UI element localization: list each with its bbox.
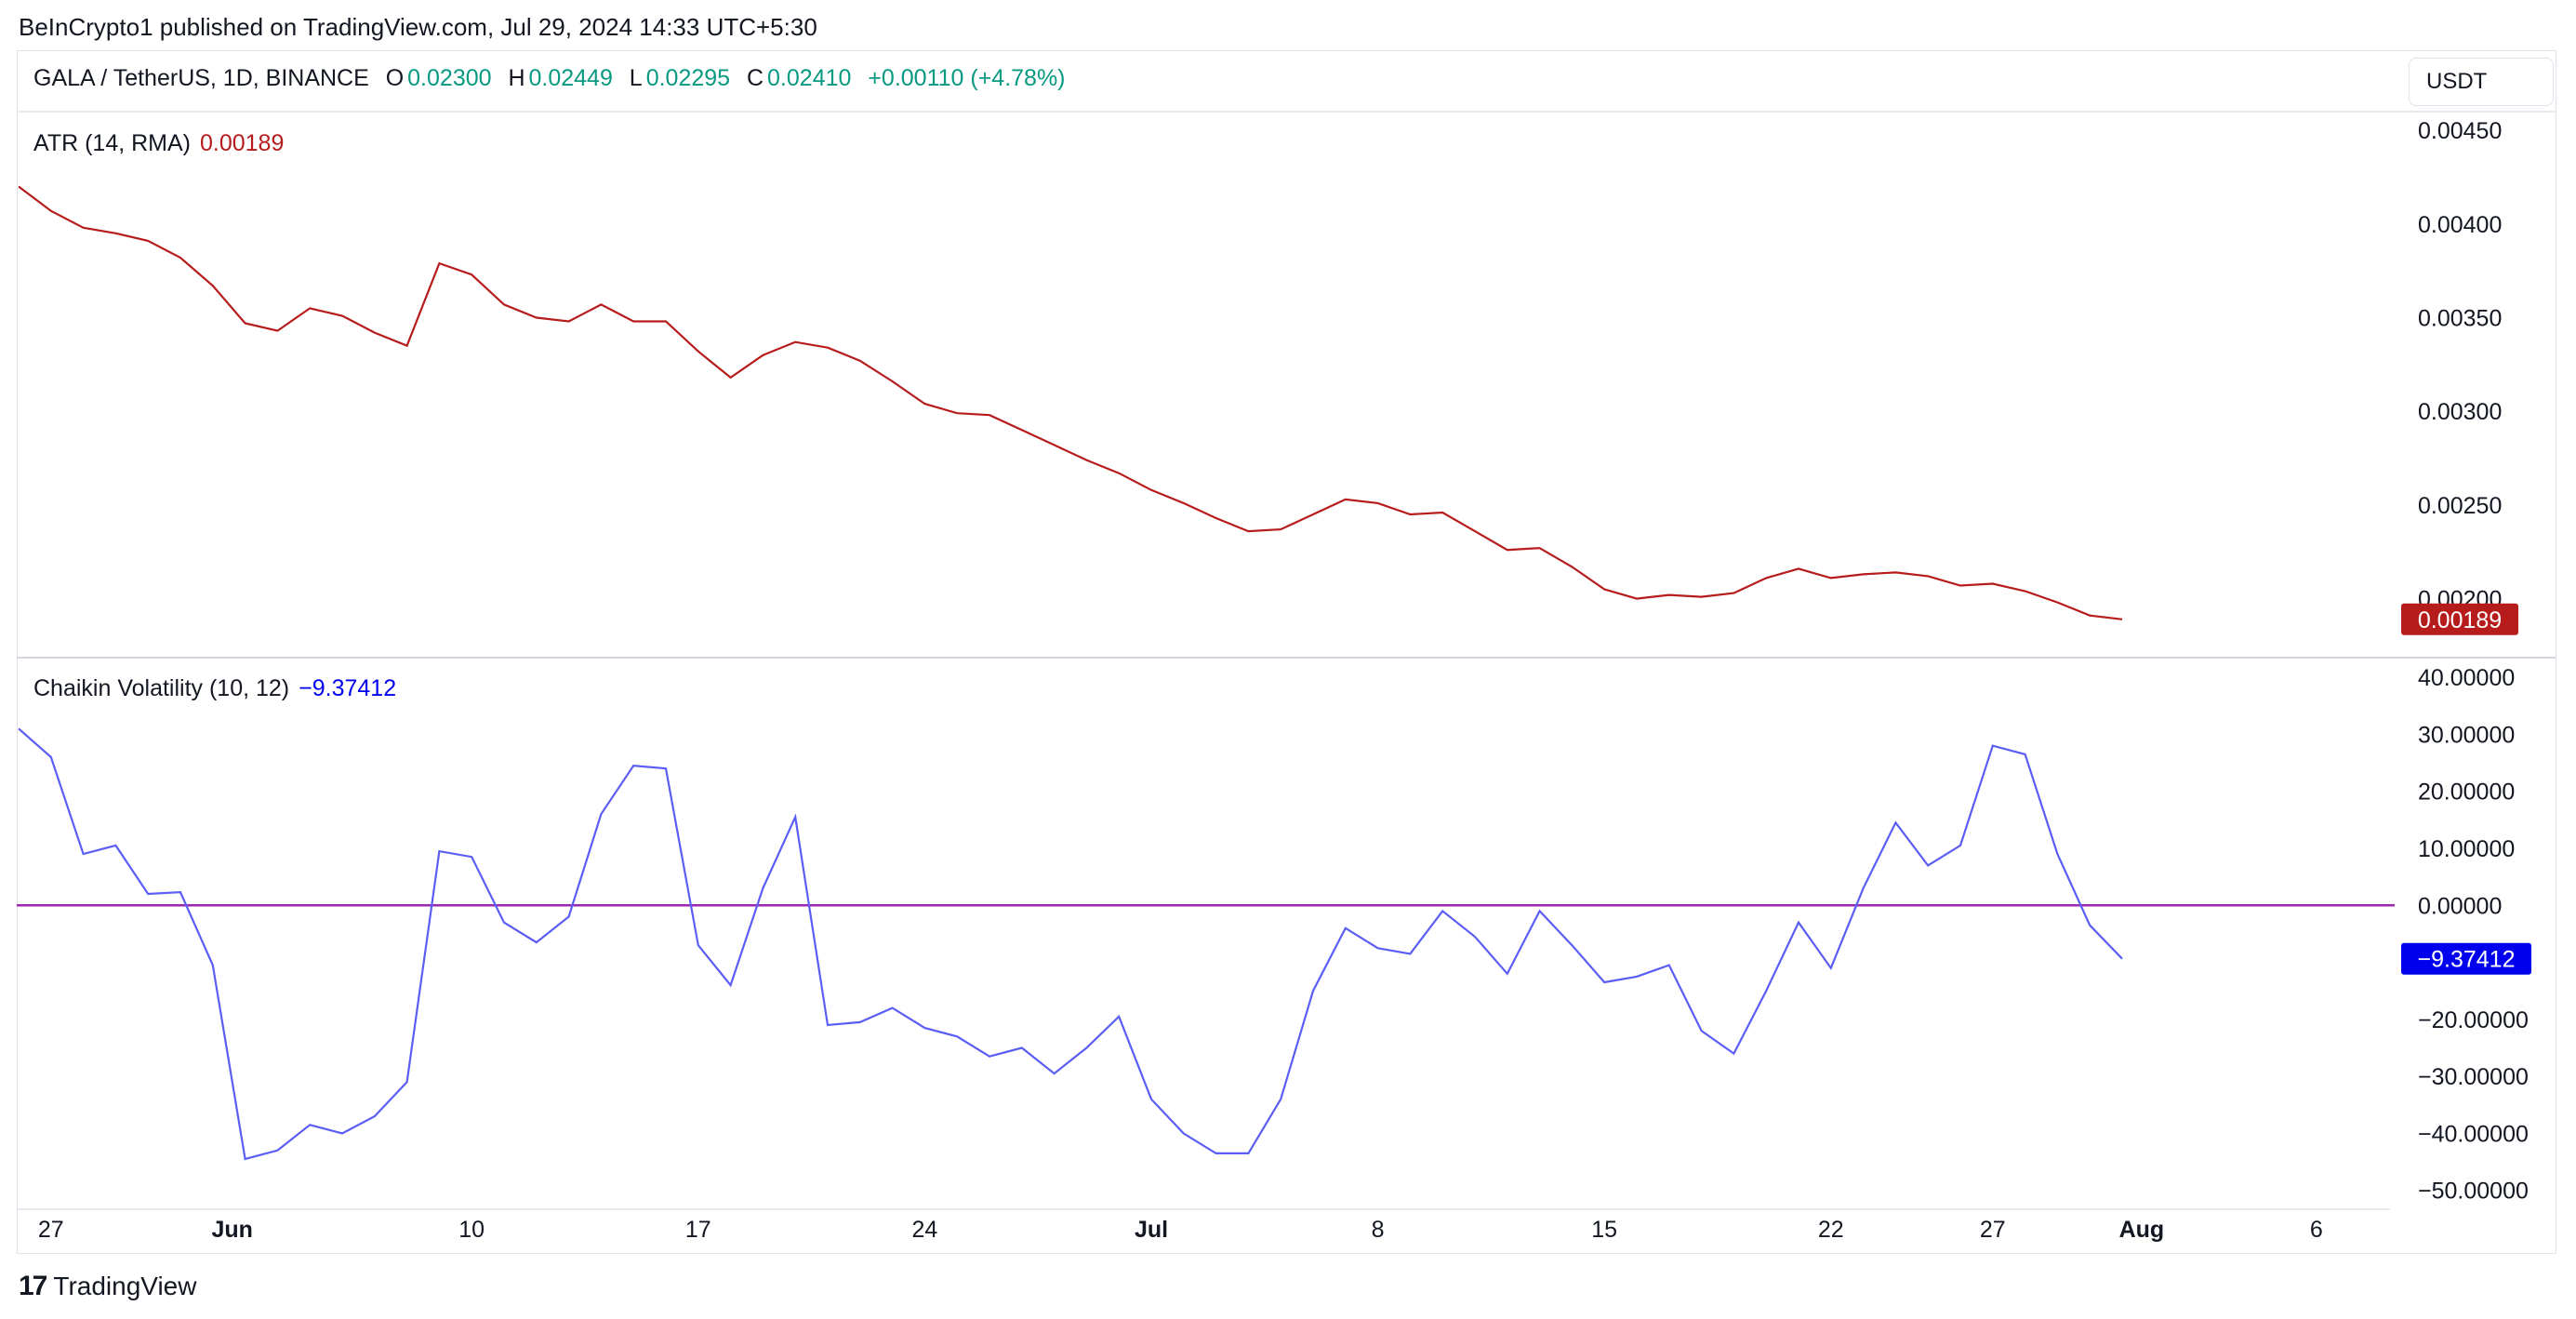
atr-title: ATR (14, RMA) xyxy=(33,130,191,156)
chaikin-y-tick-4: 0.00000 xyxy=(2418,893,2502,919)
time-tick-8: 22 xyxy=(1818,1217,1844,1243)
time-tick-4: 24 xyxy=(911,1217,937,1243)
time-tick-2: 10 xyxy=(458,1217,485,1243)
chaikin-last-value-label: −9.37412 xyxy=(2418,947,2516,973)
chaikin-y-tick-1: 30.00000 xyxy=(2418,722,2515,748)
chaikin-title: Chaikin Volatility (10, 12) xyxy=(33,675,290,701)
change-value: +0.00110 (+4.78%) xyxy=(868,65,1066,91)
chaikin-y-tick-7: −40.00000 xyxy=(2418,1121,2529,1147)
atr-current-value: 0.00189 xyxy=(200,130,285,156)
currency-button[interactable]: USDT xyxy=(2409,58,2554,106)
atr-y-tick-0: 0.00450 xyxy=(2418,118,2502,144)
open-value: 0.02300 xyxy=(407,65,492,91)
high-label: H xyxy=(508,65,525,91)
chart-frame xyxy=(17,50,2556,1254)
time-tick-5: Jul xyxy=(1135,1217,1168,1243)
atr-y-tick-1: 0.00400 xyxy=(2418,212,2502,238)
atr-series-line xyxy=(18,185,2123,620)
time-tick-7: 15 xyxy=(1591,1217,1617,1243)
chaikin-last-value-badge xyxy=(2401,942,2531,975)
tradingview-logo-icon: 17 xyxy=(19,1271,47,1301)
atr-last-value-badge xyxy=(2401,603,2518,635)
atr-y-tick-2: 0.00350 xyxy=(2418,305,2502,331)
low-label: L xyxy=(629,65,643,91)
time-tick-1: Jun xyxy=(211,1217,252,1243)
tradingview-brand: TradingView xyxy=(53,1272,197,1300)
time-tick-0: 27 xyxy=(38,1217,64,1243)
atr-legend[interactable]: ATR (14, RMA) 0.00189 xyxy=(33,130,284,157)
chaikin-y-tick-3: 10.00000 xyxy=(2418,836,2515,862)
time-tick-11: 6 xyxy=(2310,1217,2323,1243)
high-value: 0.02449 xyxy=(528,65,613,91)
chaikin-y-tick-2: 20.00000 xyxy=(2418,779,2515,806)
chaikin-y-tick-5: −20.00000 xyxy=(2418,1007,2529,1033)
symbol-name[interactable]: GALA / TetherUS, 1D, BINANCE xyxy=(33,65,369,91)
time-tick-3: 17 xyxy=(685,1217,711,1243)
close-value: 0.02410 xyxy=(767,65,852,91)
tradingview-footer[interactable]: 17 TradingView xyxy=(19,1271,196,1302)
close-label: C xyxy=(746,65,764,91)
open-label: O xyxy=(385,65,405,91)
chaikin-y-tick-8: −50.00000 xyxy=(2418,1179,2529,1205)
publisher-line: BeInCrypto1 published on TradingView.com… xyxy=(19,13,817,41)
atr-y-tick-3: 0.00300 xyxy=(2418,399,2502,425)
time-tick-9: 27 xyxy=(1980,1217,2006,1243)
time-tick-10: Aug xyxy=(2119,1217,2165,1243)
chaikin-series-line xyxy=(18,727,2123,1161)
chaikin-legend[interactable]: Chaikin Volatility (10, 12) −9.37412 xyxy=(33,675,396,702)
atr-y-tick-4: 0.00250 xyxy=(2418,493,2502,519)
chaikin-y-tick-6: −30.00000 xyxy=(2418,1064,2529,1090)
chaikin-current-value: −9.37412 xyxy=(299,675,397,701)
time-tick-6: 8 xyxy=(1372,1217,1385,1243)
atr-last-value-label: 0.00189 xyxy=(2418,607,2502,633)
low-value: 0.02295 xyxy=(645,65,731,91)
chaikin-y-tick-0: 40.00000 xyxy=(2418,665,2515,691)
